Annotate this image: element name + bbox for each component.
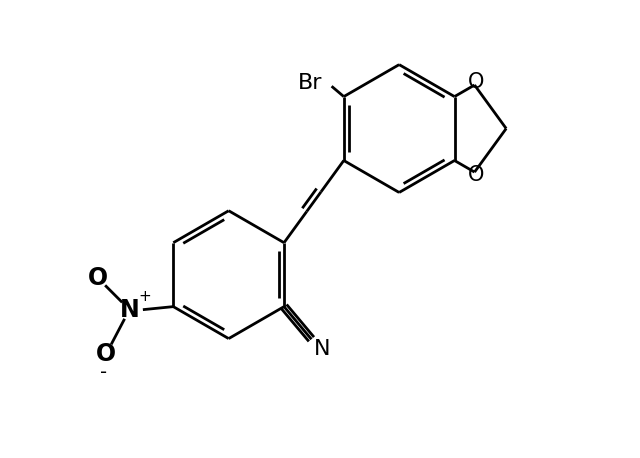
- Text: N: N: [120, 298, 140, 322]
- Text: Br: Br: [298, 73, 323, 93]
- Text: O: O: [468, 165, 484, 185]
- Text: O: O: [96, 342, 116, 365]
- Text: +: +: [138, 289, 151, 304]
- Text: N: N: [314, 339, 331, 359]
- Text: O: O: [88, 266, 108, 290]
- Text: -: -: [100, 364, 107, 382]
- Text: O: O: [468, 72, 484, 92]
